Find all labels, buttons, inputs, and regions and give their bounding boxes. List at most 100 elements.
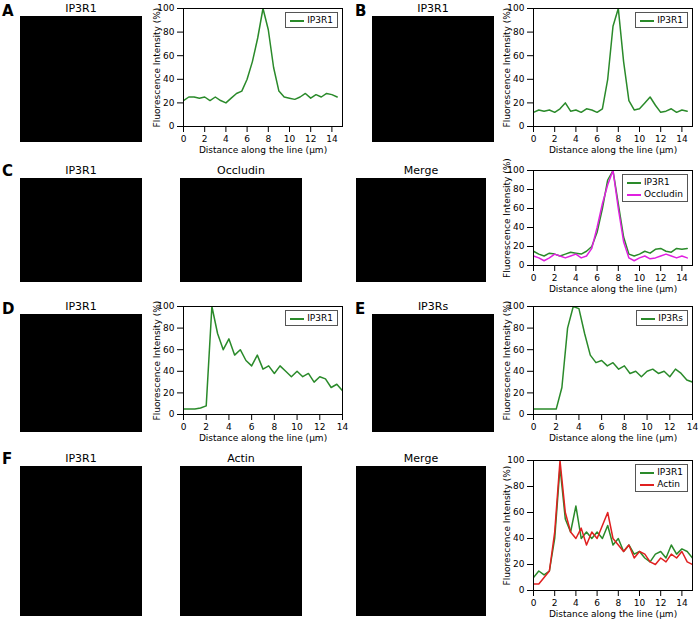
svg-text:60: 60 xyxy=(513,51,525,61)
svg-text:40: 40 xyxy=(513,533,525,543)
svg-text:Distance along the line (µm): Distance along the line (µm) xyxy=(199,145,327,155)
svg-text:60: 60 xyxy=(163,51,175,61)
svg-text:10: 10 xyxy=(634,273,646,283)
svg-text:20: 20 xyxy=(513,388,525,398)
svg-text:12: 12 xyxy=(655,273,666,283)
svg-text:12: 12 xyxy=(664,422,675,432)
svg-text:0: 0 xyxy=(519,121,525,131)
svg-text:6: 6 xyxy=(249,422,255,432)
svg-text:0: 0 xyxy=(169,409,175,419)
svg-text:6: 6 xyxy=(594,273,600,283)
svg-text:100: 100 xyxy=(507,455,524,465)
svg-text:10: 10 xyxy=(291,422,303,432)
svg-text:2: 2 xyxy=(552,598,558,608)
svg-text:40: 40 xyxy=(513,74,525,84)
svg-text:12: 12 xyxy=(314,422,325,432)
svg-text:0: 0 xyxy=(519,260,525,270)
svg-text:2: 2 xyxy=(552,273,558,283)
html-text:Merge: Merge xyxy=(403,164,439,177)
html-text:IP3Rs: IP3Rs xyxy=(417,300,449,313)
svg-text:6: 6 xyxy=(599,422,605,432)
svg-text:8: 8 xyxy=(615,134,621,144)
svg-text:0: 0 xyxy=(181,134,187,144)
svg-text:80: 80 xyxy=(163,27,175,37)
svg-text:40: 40 xyxy=(513,222,525,232)
svg-text:4: 4 xyxy=(226,422,232,432)
svg-text:Distance along the line (µm): Distance along the line (µm) xyxy=(549,609,677,619)
svg-text:20: 20 xyxy=(513,559,525,569)
svg-text:2: 2 xyxy=(203,422,209,432)
html-text:IP3R1: IP3R1 xyxy=(65,300,97,313)
svg-text:6: 6 xyxy=(594,598,600,608)
svg-text:0: 0 xyxy=(169,121,175,131)
svg-text:8: 8 xyxy=(271,422,277,432)
svg-text:Distance along the line (µm): Distance along the line (µm) xyxy=(199,433,327,443)
svg-text:Distance along the line (µm): Distance along the line (µm) xyxy=(549,433,677,443)
svg-text:12: 12 xyxy=(655,598,666,608)
svg-text:80: 80 xyxy=(513,323,525,333)
svg-text:4: 4 xyxy=(223,134,229,144)
svg-text:60: 60 xyxy=(513,507,525,517)
svg-text:0: 0 xyxy=(519,585,525,595)
svg-text:14: 14 xyxy=(337,422,349,432)
svg-text:80: 80 xyxy=(513,27,525,37)
svg-text:0: 0 xyxy=(531,598,537,608)
svg-text:4: 4 xyxy=(576,422,582,432)
svg-text:40: 40 xyxy=(513,366,525,376)
svg-text:4: 4 xyxy=(573,273,579,283)
html-text:IP3R1: IP3R1 xyxy=(65,164,97,177)
svg-text:80: 80 xyxy=(513,184,525,194)
html-text:IP3R1: IP3R1 xyxy=(417,2,449,15)
svg-text:Distance along the line (µm): Distance along the line (µm) xyxy=(549,145,677,155)
svg-text:14: 14 xyxy=(676,134,688,144)
svg-text:40: 40 xyxy=(163,74,175,84)
svg-text:Fluorescence Intensity (%): Fluorescence Intensity (%) xyxy=(502,158,512,278)
svg-text:2: 2 xyxy=(552,134,558,144)
svg-text:14: 14 xyxy=(676,598,688,608)
svg-text:80: 80 xyxy=(163,323,175,333)
svg-text:Fluorescence Intensity (%): Fluorescence Intensity (%) xyxy=(152,8,162,128)
svg-text:Distance along the line (µm): Distance along the line (µm) xyxy=(549,284,677,294)
svg-text:14: 14 xyxy=(326,134,338,144)
svg-text:10: 10 xyxy=(634,134,646,144)
svg-text:4: 4 xyxy=(573,598,579,608)
svg-text:Fluorescence Intensity (%): Fluorescence Intensity (%) xyxy=(502,8,512,128)
svg-text:2: 2 xyxy=(202,134,208,144)
svg-text:Fluorescence Intensity (%): Fluorescence Intensity (%) xyxy=(152,301,162,421)
svg-text:10: 10 xyxy=(641,422,653,432)
svg-text:8: 8 xyxy=(615,273,621,283)
svg-text:Fluorescence Intensity (%): Fluorescence Intensity (%) xyxy=(502,301,512,421)
svg-text:60: 60 xyxy=(513,203,525,213)
svg-text:60: 60 xyxy=(513,345,525,355)
svg-text:0: 0 xyxy=(531,273,537,283)
svg-text:20: 20 xyxy=(163,388,175,398)
svg-text:10: 10 xyxy=(284,134,296,144)
svg-text:4: 4 xyxy=(573,134,579,144)
svg-text:6: 6 xyxy=(594,134,600,144)
html-text:Occludin: Occludin xyxy=(217,164,265,177)
svg-text:0: 0 xyxy=(531,134,537,144)
svg-text:20: 20 xyxy=(163,98,175,108)
svg-text:60: 60 xyxy=(163,345,175,355)
svg-text:14: 14 xyxy=(676,273,688,283)
html-text:IP3R1: IP3R1 xyxy=(65,2,97,15)
svg-text:0: 0 xyxy=(519,409,525,419)
svg-text:8: 8 xyxy=(265,134,271,144)
svg-text:20: 20 xyxy=(513,98,525,108)
svg-text:8: 8 xyxy=(621,422,627,432)
svg-text:10: 10 xyxy=(634,598,646,608)
html-text:IP3R1: IP3R1 xyxy=(65,452,97,465)
svg-text:40: 40 xyxy=(163,366,175,376)
svg-text:80: 80 xyxy=(513,481,525,491)
svg-text:12: 12 xyxy=(655,134,666,144)
svg-text:12: 12 xyxy=(305,134,316,144)
svg-text:6: 6 xyxy=(244,134,250,144)
svg-text:8: 8 xyxy=(615,598,621,608)
svg-text:0: 0 xyxy=(181,422,187,432)
html-text:D: D xyxy=(2,300,15,318)
svg-text:2: 2 xyxy=(553,422,559,432)
svg-text:Fluorescence Intensity (%): Fluorescence Intensity (%) xyxy=(502,466,512,586)
svg-text:20: 20 xyxy=(513,241,525,251)
svg-text:14: 14 xyxy=(687,422,699,432)
svg-text:0: 0 xyxy=(531,422,537,432)
